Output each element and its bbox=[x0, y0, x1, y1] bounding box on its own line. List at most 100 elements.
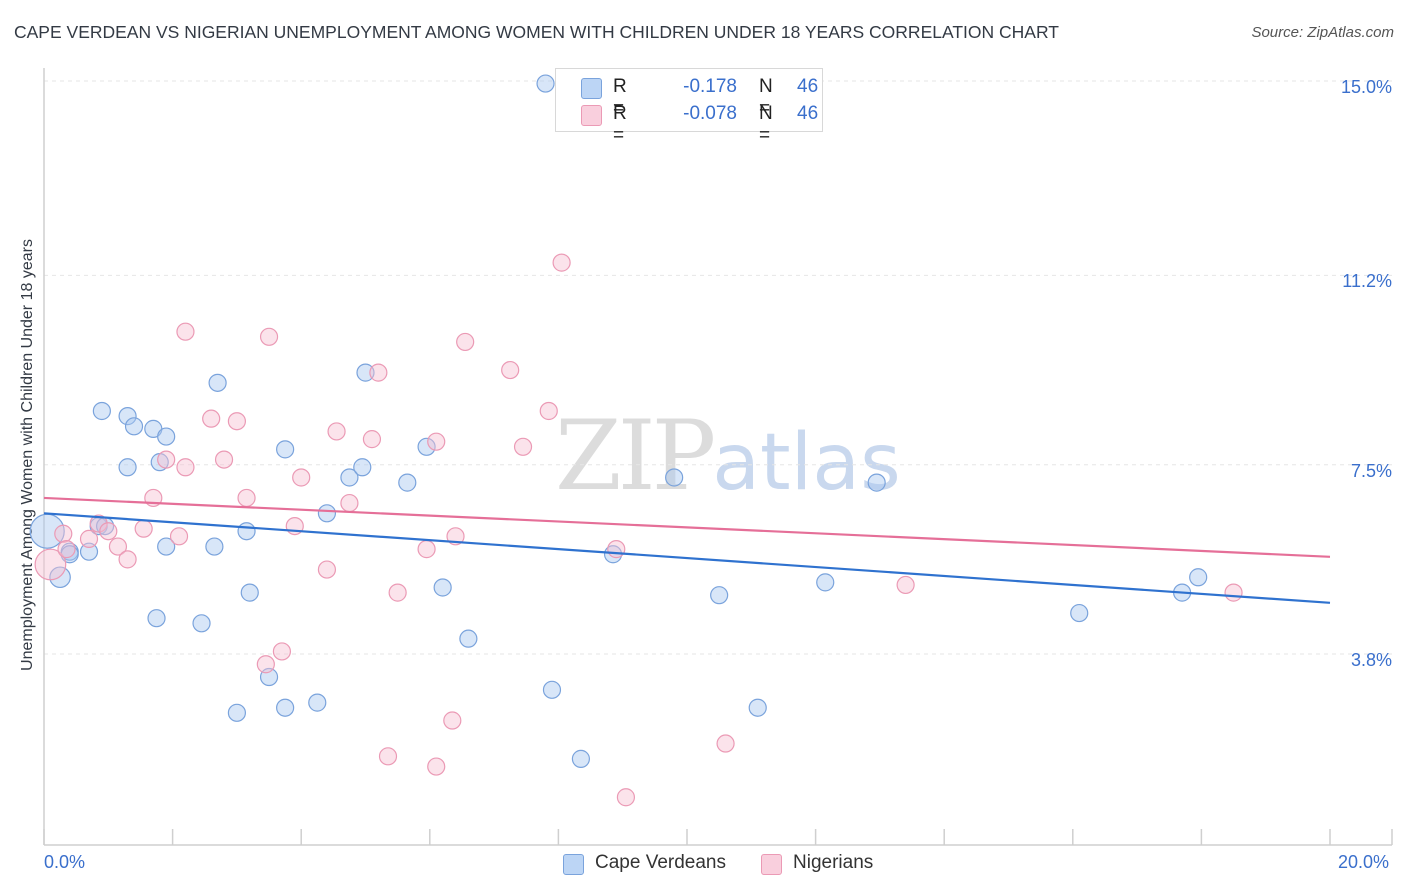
legend-n-label: N = bbox=[759, 103, 773, 146]
data-point-nigerian bbox=[552, 253, 571, 272]
x-tick-label-max: 20.0% bbox=[1338, 852, 1390, 872]
legend-r-value: -0.078 bbox=[683, 103, 737, 124]
data-point-nigerian bbox=[539, 401, 558, 421]
data-point-nigerian bbox=[340, 493, 359, 513]
data-point-nigerian bbox=[513, 437, 533, 456]
data-point-nigerian bbox=[1224, 583, 1243, 602]
data-point-nigerian bbox=[378, 747, 398, 766]
legend-swatch-pink bbox=[581, 105, 602, 126]
legend-r-label: R = bbox=[613, 76, 627, 119]
data-point-nigerian bbox=[57, 540, 76, 559]
data-point-cape-verdean bbox=[118, 407, 137, 426]
data-point-nigerian bbox=[456, 332, 475, 352]
data-point-nigerian bbox=[388, 583, 407, 602]
data-point-cape-verdean bbox=[867, 473, 886, 492]
trend-line-cape-verdean bbox=[43, 512, 1331, 604]
legend-r-label: R = bbox=[613, 103, 627, 146]
data-point-cape-verdean bbox=[157, 427, 176, 446]
watermark-atlas: atlas bbox=[712, 418, 901, 508]
data-point-nigerian bbox=[118, 550, 137, 569]
data-point-cape-verdean bbox=[208, 373, 227, 392]
bottom-legend-label: Nigerians bbox=[793, 852, 874, 873]
watermark-zip: ZIP bbox=[555, 400, 716, 512]
data-point-nigerian bbox=[99, 522, 118, 541]
data-point-cape-verdean bbox=[1070, 603, 1089, 623]
y-tick-label: 11.2% bbox=[1342, 271, 1392, 292]
data-point-cape-verdean bbox=[433, 578, 452, 597]
data-point-cape-verdean bbox=[227, 703, 246, 722]
data-point-nigerian bbox=[202, 409, 221, 428]
data-point-nigerian bbox=[227, 412, 246, 431]
data-point-cape-verdean bbox=[398, 473, 417, 492]
data-point-nigerian bbox=[214, 450, 234, 469]
data-point-cape-verdean bbox=[205, 537, 224, 556]
axes bbox=[43, 68, 1393, 846]
bottom-legend-label: Cape Verdeans bbox=[595, 852, 726, 873]
data-point-cape-verdean bbox=[147, 609, 166, 628]
data-point-cape-verdean bbox=[317, 504, 337, 523]
grid-lines bbox=[44, 80, 1392, 655]
data-point-nigerian bbox=[327, 422, 346, 441]
data-point-cape-verdean bbox=[124, 417, 144, 436]
bottom-legend-swatch-blue bbox=[563, 854, 584, 875]
x-tick-label-min: 0.0% bbox=[44, 852, 86, 872]
data-point-nigerian bbox=[362, 430, 382, 449]
data-point-nigerian bbox=[256, 655, 275, 674]
data-point-cape-verdean bbox=[92, 401, 111, 421]
data-point-nigerian bbox=[169, 527, 189, 546]
y-tick-label: 15.0% bbox=[1340, 77, 1392, 97]
data-point-cape-verdean bbox=[353, 458, 372, 477]
trend-line-nigerian bbox=[43, 496, 1331, 558]
data-point-cape-verdean bbox=[308, 693, 327, 712]
data-point-cape-verdean bbox=[748, 698, 767, 717]
data-point-cape-verdean bbox=[49, 566, 71, 589]
data-point-nigerian bbox=[54, 524, 73, 543]
data-point-cape-verdean bbox=[816, 573, 835, 592]
watermark: ZIPatlas bbox=[555, 400, 901, 512]
data-point-cape-verdean bbox=[118, 458, 137, 477]
data-point-nigerian bbox=[501, 360, 520, 380]
data-point-nigerian bbox=[89, 514, 108, 533]
data-point-nigerian bbox=[157, 450, 176, 469]
data-point-nigerian bbox=[427, 432, 446, 451]
y-tick-label: 7.5% bbox=[1350, 460, 1392, 481]
data-point-cape-verdean bbox=[1189, 568, 1208, 587]
trend-lines bbox=[43, 496, 1331, 604]
data-point-nigerian bbox=[369, 363, 388, 382]
data-point-nigerian bbox=[272, 642, 292, 661]
data-point-nigerian bbox=[108, 537, 128, 556]
data-point-nigerian bbox=[607, 540, 626, 559]
data-point-nigerian bbox=[176, 322, 195, 341]
data-point-cape-verdean bbox=[542, 680, 562, 699]
data-point-cape-verdean bbox=[240, 583, 259, 602]
legend-r-value: -0.178 bbox=[683, 76, 737, 97]
data-point-cape-verdean bbox=[571, 749, 591, 768]
data-point-nigerian bbox=[427, 757, 446, 776]
data-point-cape-verdean bbox=[417, 437, 436, 456]
data-point-cape-verdean bbox=[459, 629, 478, 648]
legend-n-value: 46 bbox=[797, 103, 819, 124]
y-tick-label: 3.8% bbox=[1350, 650, 1392, 670]
data-point-nigerian bbox=[417, 540, 436, 559]
data-point-cape-verdean bbox=[79, 542, 99, 561]
data-point-cape-verdean bbox=[237, 522, 256, 541]
data-point-cape-verdean bbox=[276, 698, 295, 717]
data-point-cape-verdean bbox=[340, 468, 359, 487]
legend-n-value: 46 bbox=[797, 76, 819, 97]
data-point-cape-verdean bbox=[356, 363, 375, 382]
correlation-legend: R = -0.178 N = 46 R = -0.078 N = 46 bbox=[555, 68, 823, 146]
chart-title: CAPE VERDEAN VS NIGERIAN UNEMPLOYMENT AM… bbox=[14, 22, 1059, 42]
data-point-nigerian bbox=[292, 468, 311, 487]
data-point-cape-verdean bbox=[665, 468, 684, 487]
data-point-cape-verdean bbox=[276, 440, 295, 459]
data-point-nigerian bbox=[134, 519, 153, 538]
legend-swatch-blue bbox=[581, 78, 602, 99]
data-point-nigerian bbox=[317, 560, 337, 579]
data-point-nigerian bbox=[237, 488, 256, 508]
data-point-nigerian bbox=[259, 327, 279, 346]
data-point-cape-verdean bbox=[710, 586, 729, 605]
data-point-nigerian bbox=[616, 788, 636, 807]
data-point-nigerian bbox=[896, 575, 915, 595]
source-credit: Source: ZipAtlas.com bbox=[1251, 24, 1394, 41]
